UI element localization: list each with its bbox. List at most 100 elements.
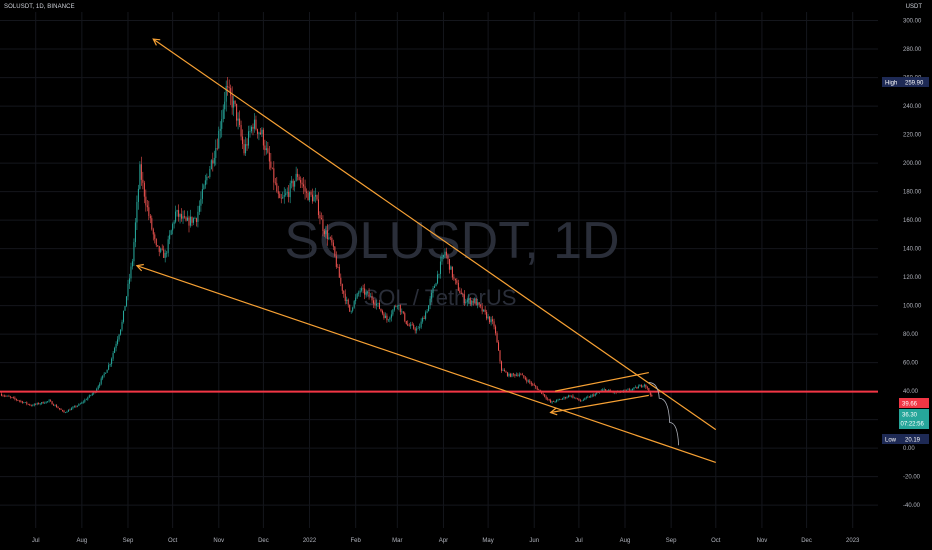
arrowhead [152,38,161,46]
candle-up [124,305,126,311]
candle-up [33,403,35,407]
candle-down [545,395,547,400]
candle-up [410,321,412,329]
watermark-sub: SOL / TetherUS [364,285,517,310]
candle-up [508,372,510,378]
candle-down [277,185,279,199]
candle-down [0,392,3,397]
candle-up [189,209,192,228]
candle-down [506,371,508,377]
candle-up [173,220,175,229]
candle-up [134,217,136,248]
candle-up [54,404,56,407]
current-price-value: 36.30 [902,413,918,419]
candle-up [639,384,641,387]
candle-up [477,299,479,309]
candle-up [200,191,202,212]
trendline-group[interactable] [135,38,717,463]
candle-up [602,388,604,391]
candle-up [435,282,437,287]
candle-up [250,125,253,134]
flag-upper[interactable] [554,372,649,392]
candle-up [417,325,419,329]
candle-up [76,405,78,408]
candle-down [538,388,540,391]
candle-down [448,258,450,274]
price-tick-label: 40.00 [903,389,919,395]
candle-up [289,180,291,204]
candle-down [371,292,373,303]
time-tick-label: Dec [801,538,812,544]
price-tick-label: 280.00 [903,47,922,53]
candle-up [160,247,162,254]
candle-up [353,300,355,309]
price-tick-label: 200.00 [903,161,922,167]
low-label: Low [885,438,897,444]
candle-down [454,278,456,285]
low-badge: Low 20.19 [882,434,929,444]
candle-up [294,180,296,192]
candle-down [322,215,324,237]
upper-trendline[interactable] [152,38,717,431]
candle-down [243,139,245,156]
candle-down [262,127,264,150]
candle-up [90,394,92,397]
candle-up [41,401,43,405]
candle-up [253,113,255,133]
candle-up [390,310,392,322]
candle-up [370,293,372,297]
candle-down [255,115,257,131]
candle-down [349,304,351,313]
high-value-box [903,77,929,87]
time-tick-label: Nov [213,538,224,544]
candle-up [261,127,263,138]
candle-up [282,191,284,199]
candle-down [151,215,153,231]
candle-up [182,210,184,224]
candle-up [584,397,586,401]
candle-down [17,399,19,402]
candle-up [393,305,395,312]
candle-up [172,222,174,235]
candle-down [42,401,44,404]
lower-trendline[interactable] [135,263,716,463]
currency-label: USDT [905,4,922,10]
price-tick-label: 160.00 [903,218,922,224]
projection-curve[interactable] [648,382,679,446]
candle-down [267,142,269,154]
candle-up [416,325,418,334]
candle-up [81,401,83,404]
symbol-title[interactable]: SOLUSDT, 1D, BINANCE [4,4,75,10]
candle-down [588,395,590,398]
candle-up [84,398,86,404]
candle-down [301,178,303,188]
candle-down [323,229,325,237]
candle-up [209,165,211,179]
candle-up [24,402,26,404]
candle-up [556,399,558,403]
candle-down [579,398,581,402]
candle-down [469,297,471,307]
candle-down [239,110,241,128]
candle-up [128,273,130,289]
candle-up [314,187,317,203]
candle-down [21,400,23,404]
candle-up [224,91,226,119]
candle-down [457,279,459,292]
candle-down [63,409,65,413]
candle-down [484,306,486,315]
candle-down [533,382,535,386]
time-tick-label: Aug [77,538,88,544]
candle-down [503,368,505,372]
flag-lower[interactable] [549,394,649,416]
candle-down [264,139,266,156]
candle-up [108,362,110,371]
time-axis[interactable]: Jul Aug Sep Oct Nov Dec 2022 Feb Mar Apr May Jun Jul… [32,538,860,544]
candle-down [338,264,340,278]
candle-up [465,298,467,305]
candle-up [442,254,444,260]
candle-down [521,372,523,376]
candle-down [51,401,53,405]
